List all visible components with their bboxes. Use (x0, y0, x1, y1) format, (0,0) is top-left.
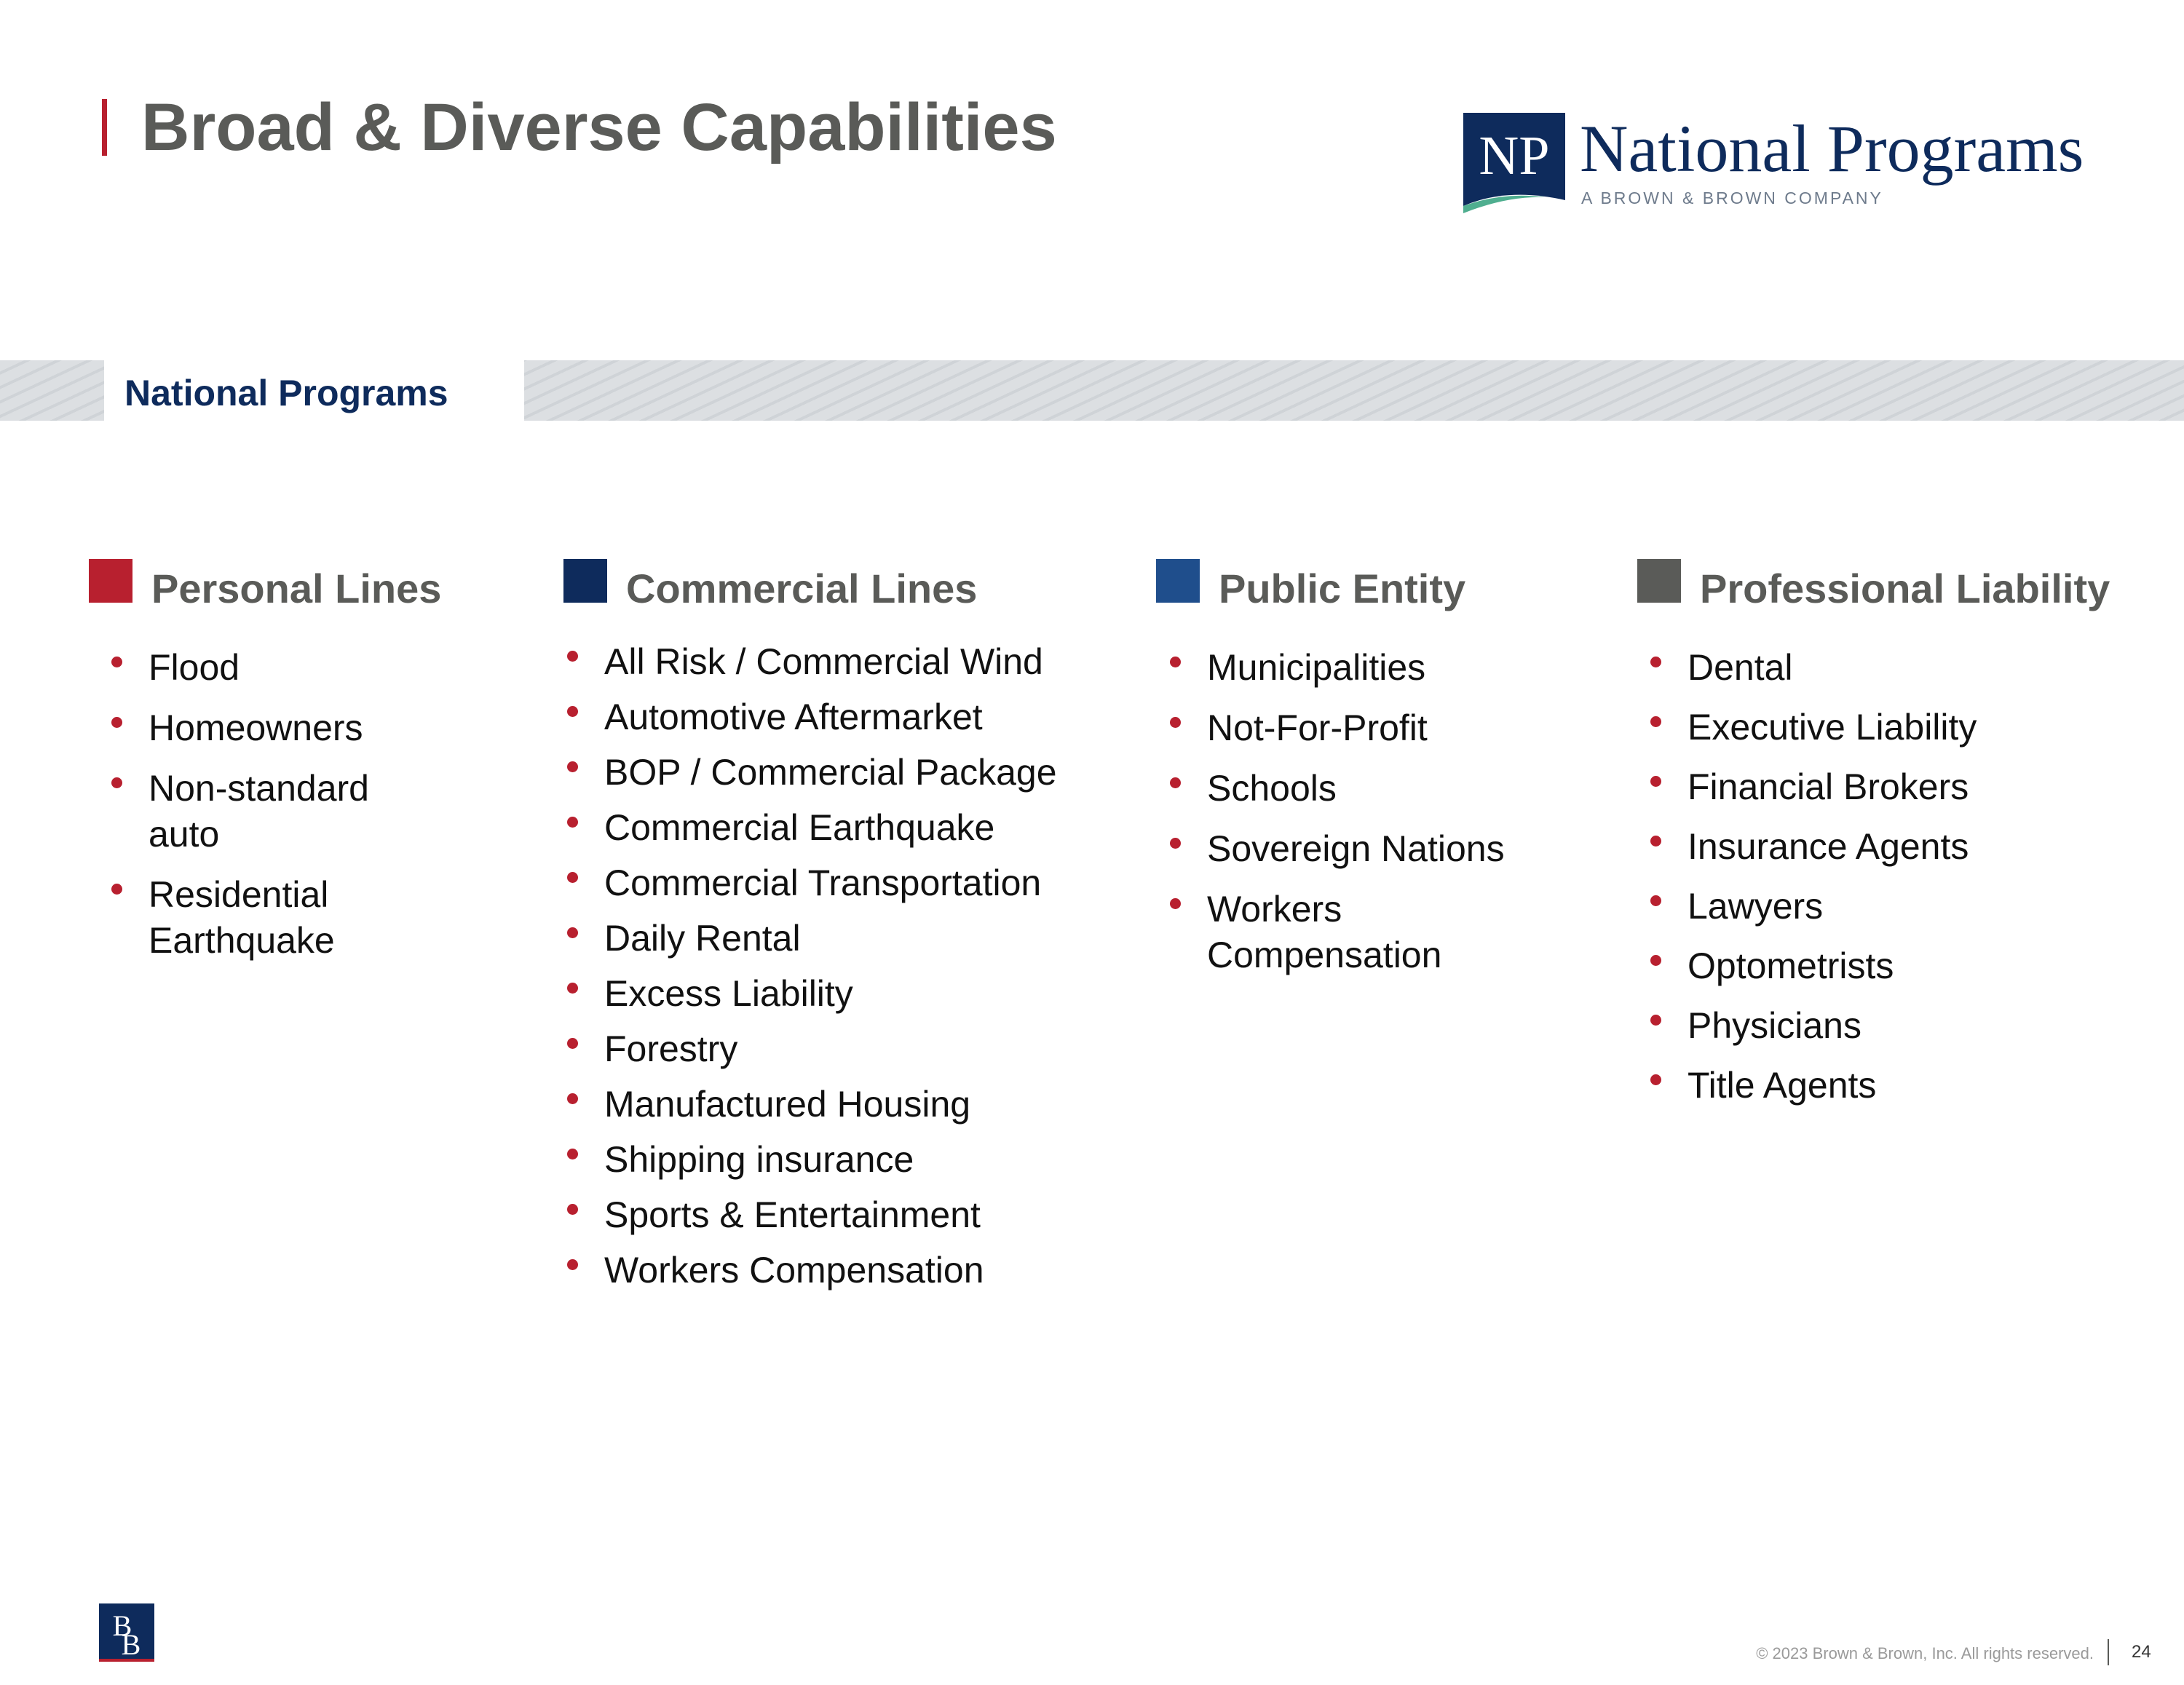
column-color-square (563, 559, 607, 603)
list-item: Commercial Transportation (563, 860, 1117, 906)
column-color-square (89, 559, 132, 603)
page-number: 24 (2132, 1642, 2151, 1662)
list-item: Executive Liability (1647, 705, 2156, 750)
list-item: Not-For-Profit (1166, 705, 1574, 751)
svg-text:B: B (122, 1628, 141, 1661)
title-accent-bar (102, 99, 107, 156)
list-item: Schools (1166, 766, 1574, 812)
list-item: Excess Liability (563, 971, 1117, 1017)
column-title: Commercial Lines (626, 566, 978, 611)
np-logo-mark-icon: NP (1463, 113, 1565, 215)
footer-copyright: © 2023 Brown & Brown, Inc. All rights re… (1756, 1644, 2094, 1662)
column-color-square (1637, 559, 1681, 603)
column-item-list: All Risk / Commercial Wind Automotive Af… (563, 639, 1117, 1303)
list-item: Residential Earthquake (108, 872, 443, 964)
list-item: Manufactured Housing (563, 1082, 1117, 1127)
list-item: All Risk / Commercial Wind (563, 639, 1117, 685)
list-item: Workers Compensation (1166, 887, 1574, 978)
list-item: Sovereign Nations (1166, 826, 1574, 872)
column-title: Professional Liability (1700, 566, 2110, 611)
column-item-list: Flood Homeowners Non-standard auto Resid… (108, 645, 443, 978)
svg-text:B: B (113, 1609, 132, 1642)
column-item-list: Dental Executive Liability Financial Bro… (1647, 645, 2156, 1122)
list-item: Non-standard auto (108, 766, 443, 857)
list-item: Commercial Earthquake (563, 805, 1117, 851)
column-title: Personal Lines (151, 566, 442, 611)
list-item: Title Agents (1647, 1063, 2156, 1109)
list-item: Dental (1647, 645, 2156, 691)
list-item: Municipalities (1166, 645, 1574, 691)
section-band-title: National Programs (124, 373, 448, 413)
brown-and-brown-logo-icon: B B (99, 1603, 154, 1662)
list-item: Flood (108, 645, 443, 691)
list-item: Homeowners (108, 705, 443, 751)
column-item-list: Municipalities Not-For-Profit Schools So… (1166, 645, 1574, 993)
list-item: Sports & Entertainment (563, 1192, 1117, 1238)
list-item: Daily Rental (563, 916, 1117, 962)
list-item: BOP / Commercial Package (563, 750, 1117, 796)
list-item: Workers Compensation (563, 1248, 1117, 1293)
list-item: Lawyers (1647, 884, 2156, 929)
column-title: Public Entity (1219, 566, 1466, 611)
logo-tagline: A BROWN & BROWN COMPANY (1581, 189, 1883, 207)
list-item: Optometrists (1647, 943, 2156, 989)
section-band-label: National Programs (104, 360, 524, 421)
list-item: Insurance Agents (1647, 824, 2156, 870)
list-item: Forestry (563, 1026, 1117, 1072)
list-item: Shipping insurance (563, 1137, 1117, 1183)
footer-divider (2108, 1639, 2109, 1665)
list-item: Physicians (1647, 1003, 2156, 1049)
logo-name: National Programs (1580, 111, 2084, 186)
column-color-square (1156, 559, 1200, 603)
list-item: Automotive Aftermarket (563, 694, 1117, 740)
page-title: Broad & Diverse Capabilities (141, 90, 1057, 164)
list-item: Financial Brokers (1647, 764, 2156, 810)
np-logo-mark-text: NP (1479, 125, 1549, 186)
national-programs-logo: NP National Programs A BROWN & BROWN COM… (1463, 111, 2089, 215)
